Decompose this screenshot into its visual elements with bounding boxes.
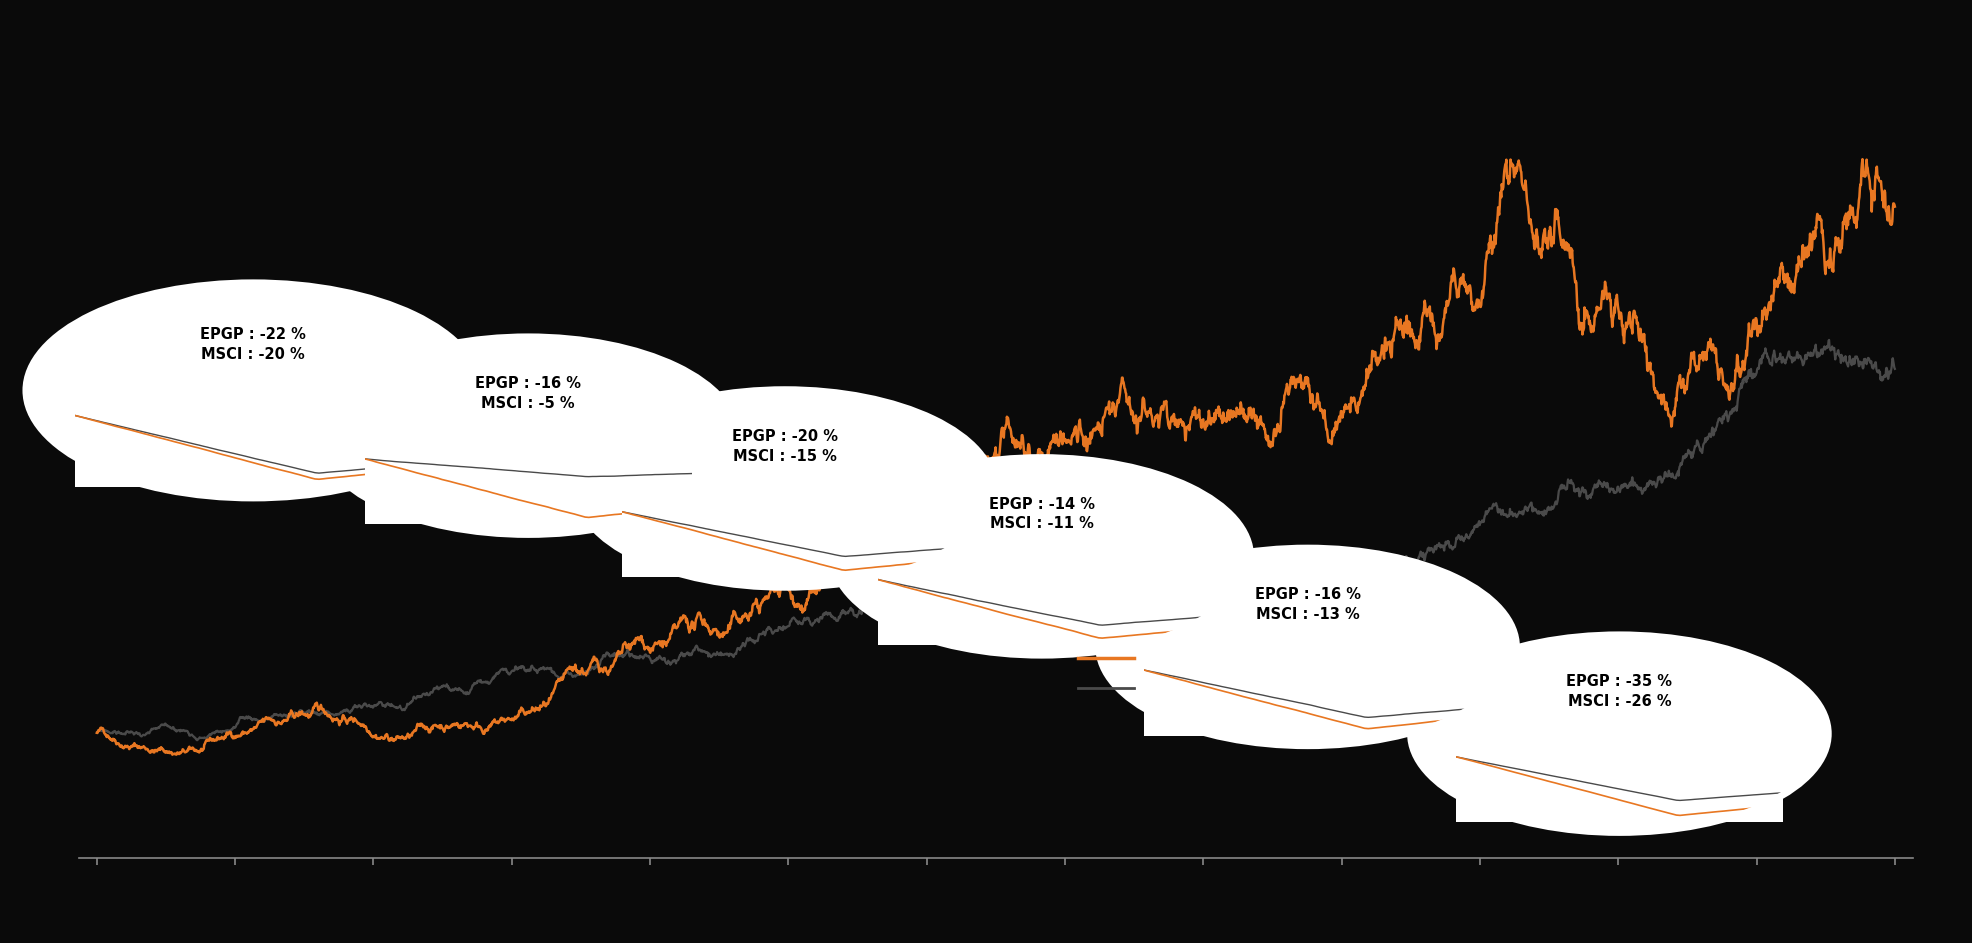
Text: EPGP : -14 %
MSCI : -11 %: EPGP : -14 % MSCI : -11 % (988, 497, 1094, 532)
Text: EPGP : -22 %
MSCI : -20 %: EPGP : -22 % MSCI : -20 % (201, 327, 306, 362)
Text: EPGP : -16 %
MSCI : -5 %: EPGP : -16 % MSCI : -5 % (475, 376, 582, 411)
Text: EPGP : -35 %
MSCI : -26 %: EPGP : -35 % MSCI : -26 % (1566, 674, 1672, 709)
Text: EPGP : -16 %
MSCI : -13 %: EPGP : -16 % MSCI : -13 % (1254, 587, 1361, 622)
Text: EPGP : -20 %
MSCI : -15 %: EPGP : -20 % MSCI : -15 % (732, 429, 838, 464)
